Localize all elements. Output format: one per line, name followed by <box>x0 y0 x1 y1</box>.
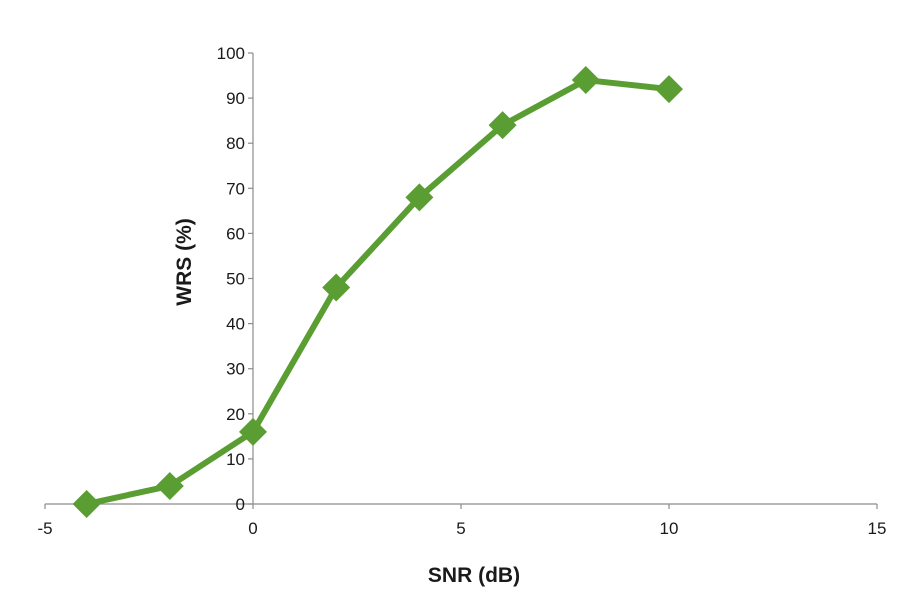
y-tick-label: 0 <box>236 495 245 514</box>
x-tick-label: -5 <box>37 519 52 538</box>
series-line <box>83 77 672 507</box>
data-point-marker <box>488 111 517 140</box>
y-tick-label: 50 <box>226 270 245 289</box>
x-tick-label: 15 <box>868 519 887 538</box>
x-tick-label: 0 <box>248 519 257 538</box>
data-point-marker <box>405 183 434 212</box>
y-tick-label: 80 <box>226 134 245 153</box>
y-tick-label: 70 <box>226 179 245 198</box>
y-tick-label: 60 <box>226 224 245 243</box>
x-tick-label: 5 <box>456 519 465 538</box>
data-point-marker <box>72 490 101 518</box>
data-point-marker <box>239 417 267 446</box>
y-axis-title: WRS (%) <box>173 218 196 306</box>
x-tick-label: 10 <box>660 519 679 538</box>
y-tick-label: 10 <box>226 450 245 469</box>
data-point-marker <box>322 273 351 302</box>
y-tick-label: 90 <box>226 89 245 108</box>
y-tick-label: 100 <box>217 44 245 63</box>
data-point-marker <box>655 75 683 104</box>
y-tick-label: 20 <box>226 405 245 424</box>
data-point-marker <box>571 66 600 95</box>
series <box>72 66 683 518</box>
y-tick-label: 30 <box>226 360 245 379</box>
x-axis-title: SNR (dB) <box>428 564 520 587</box>
axes <box>44 52 878 509</box>
y-tick-label: 40 <box>226 315 245 334</box>
data-point-marker <box>155 471 184 500</box>
tick-labels: 0 10 20 30 40 50 60 70 80 90 100 -5 0 5 10 15 <box>37 44 886 538</box>
